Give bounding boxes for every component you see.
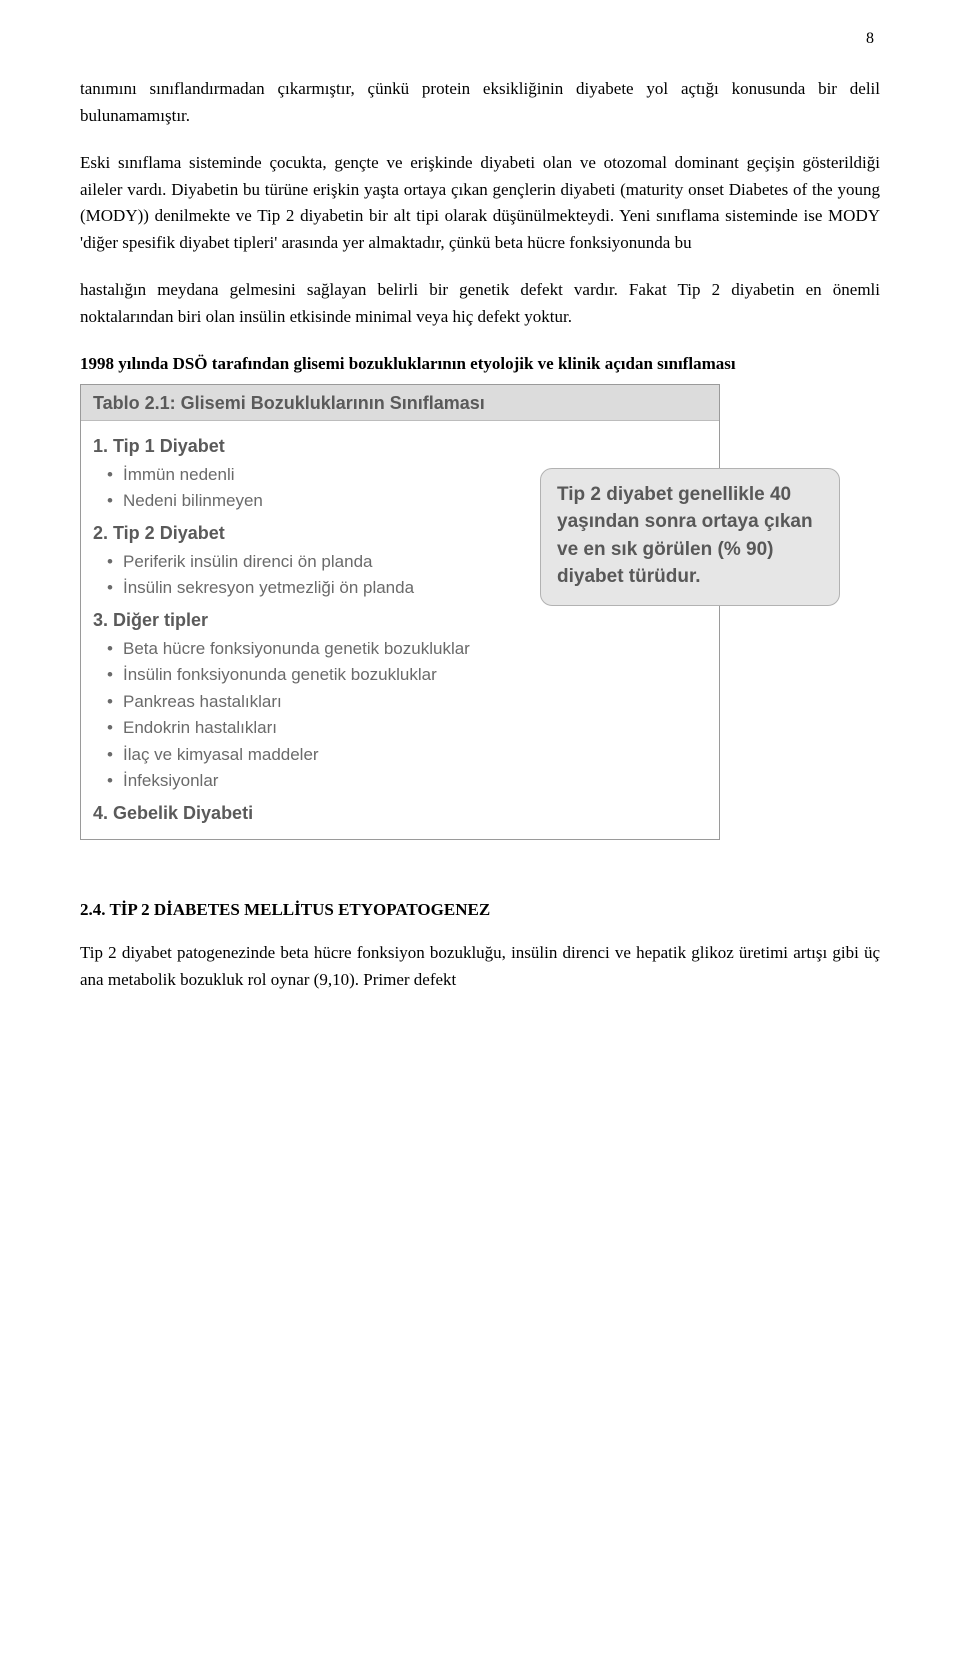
section-body: Tip 2 diyabet patogenezinde beta hücre f… <box>80 940 880 994</box>
list-item: İlaç ve kimyasal maddeler <box>107 742 707 768</box>
group-3-list: Beta hücre fonksiyonunda genetik bozuklu… <box>93 636 707 794</box>
list-item: Endokrin hastalıkları <box>107 715 707 741</box>
group-3-heading: 3. Diğer tipler <box>93 607 707 634</box>
group-1-heading: 1. Tip 1 Diyabet <box>93 433 707 460</box>
classification-table: Tablo 2.1: Glisemi Bozukluklarının Sınıf… <box>80 384 720 840</box>
paragraph-4-bold: 1998 yılında DSÖ tarafından glisemi bozu… <box>80 351 880 378</box>
paragraph-1: tanımını sınıflandırmadan çıkarmıştır, ç… <box>80 76 880 130</box>
table-title: Tablo 2.1: Glisemi Bozukluklarının Sınıf… <box>81 385 719 421</box>
paragraph-2: Eski sınıflama sisteminde çocukta, gençt… <box>80 150 880 257</box>
callout-box: Tip 2 diyabet genellikle 40 yaşından son… <box>540 468 840 606</box>
list-item: İnsülin fonksiyonunda genetik bozuklukla… <box>107 662 707 688</box>
list-item: Beta hücre fonksiyonunda genetik bozuklu… <box>107 636 707 662</box>
table-wrapper: Tablo 2.1: Glisemi Bozukluklarının Sınıf… <box>80 384 880 840</box>
list-item: Pankreas hastalıkları <box>107 689 707 715</box>
list-item: İnfeksiyonlar <box>107 768 707 794</box>
section-heading: 2.4. TİP 2 DİABETES MELLİTUS ETYOPATOGEN… <box>80 900 880 920</box>
paragraph-3: hastalığın meydana gelmesini sağlayan be… <box>80 277 880 331</box>
page-number: 8 <box>80 30 880 48</box>
group-4-heading: 4. Gebelik Diyabeti <box>93 800 707 827</box>
